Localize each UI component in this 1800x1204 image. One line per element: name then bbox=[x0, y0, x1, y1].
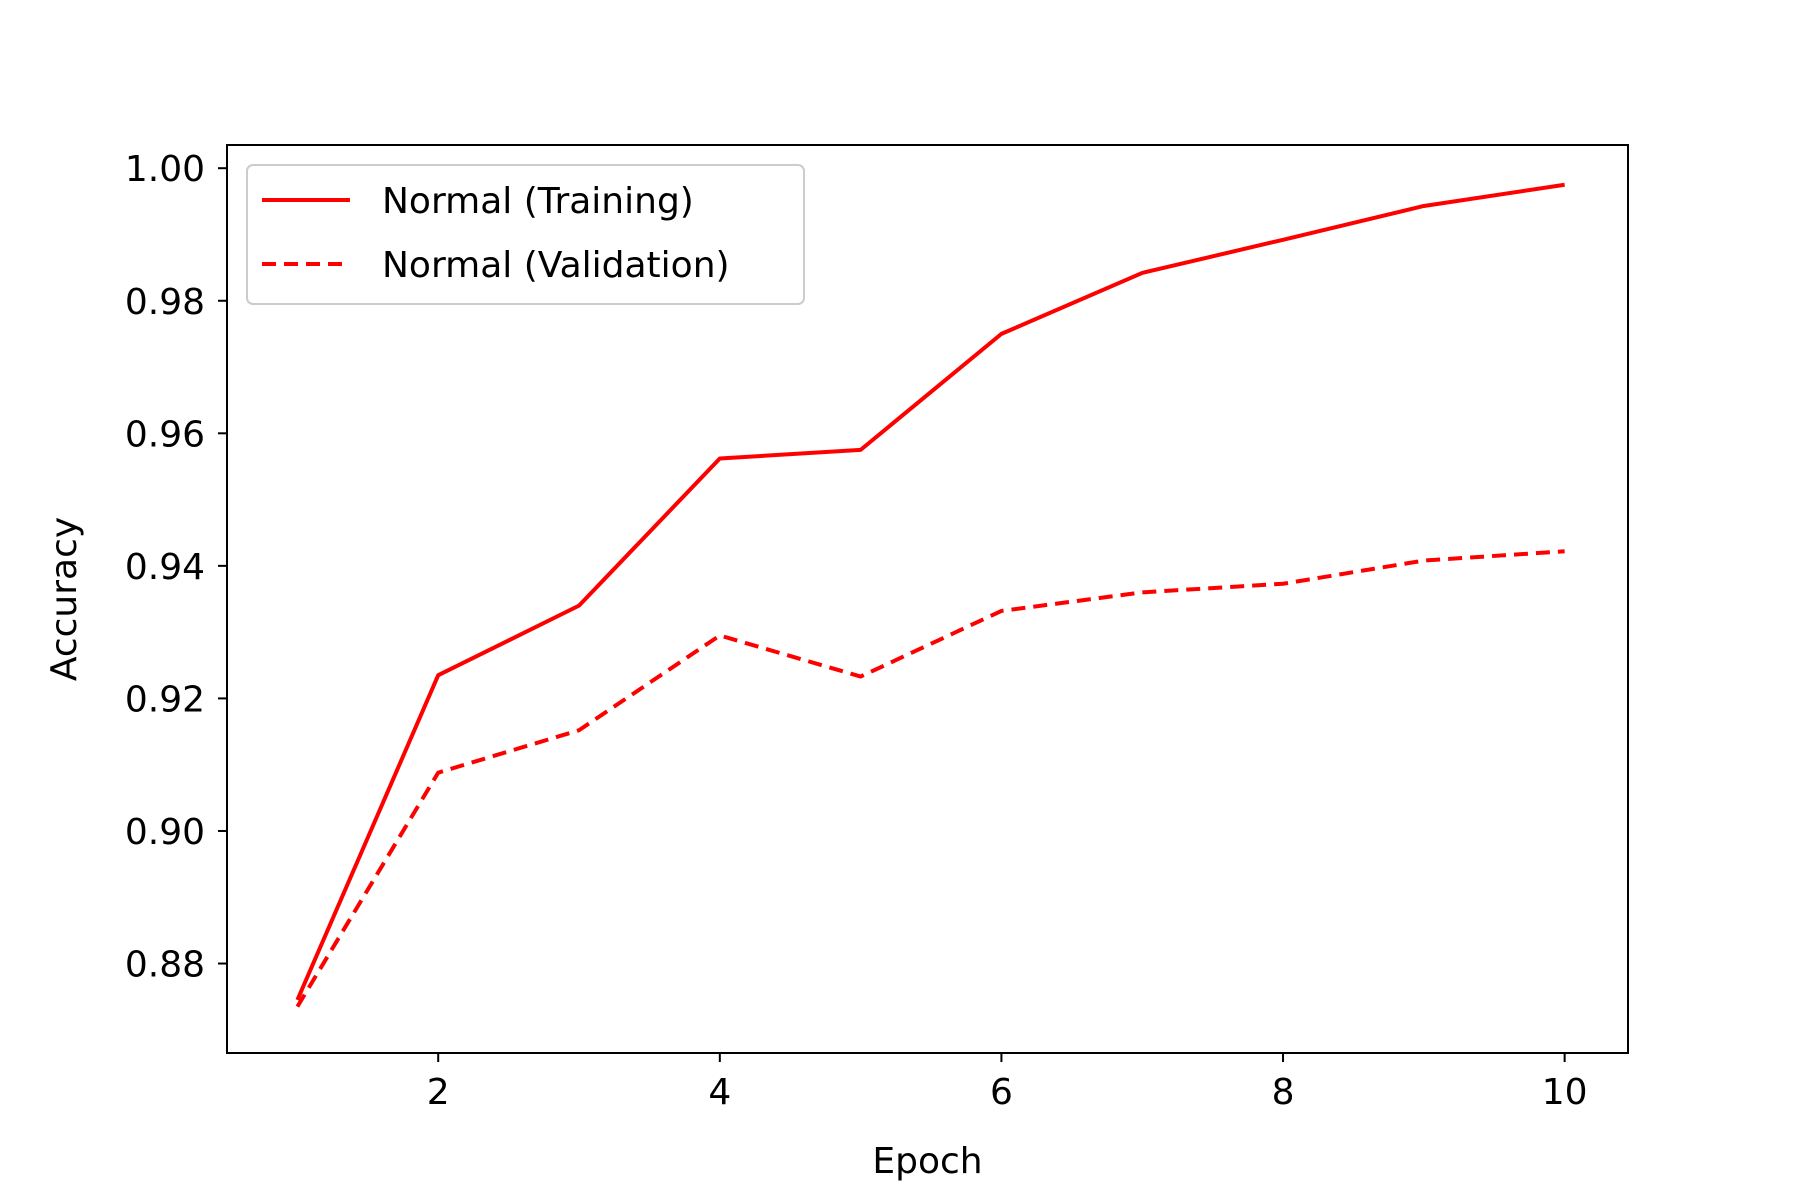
y-tick-label: 0.94 bbox=[125, 547, 205, 588]
y-tick-label: 1.00 bbox=[125, 149, 205, 190]
y-tick-label: 0.92 bbox=[125, 679, 205, 720]
y-tick-label: 0.88 bbox=[125, 945, 205, 986]
x-tick-label: 10 bbox=[1542, 1072, 1588, 1113]
legend-label-validation: Normal (Validation) bbox=[382, 245, 730, 286]
y-tick-label: 0.90 bbox=[125, 812, 205, 853]
x-tick-label: 2 bbox=[427, 1072, 450, 1113]
x-tick-label: 4 bbox=[708, 1072, 731, 1113]
axis-ticks: 2 4 6 8 10 0.88 0.90 0.92 0.94 0.96 0.98 1.00 bbox=[125, 149, 1588, 1113]
plot-frame bbox=[226, 144, 1629, 1054]
legend-box bbox=[246, 164, 805, 305]
x-axis-label: Epoch bbox=[872, 1141, 982, 1182]
series-line-validation bbox=[295, 549, 1565, 1008]
y-axis-label: Accuracy bbox=[44, 517, 85, 681]
y-tick-label: 0.98 bbox=[125, 282, 205, 323]
y-tick-label: 0.96 bbox=[125, 414, 205, 455]
legend-label-training: Normal (Training) bbox=[382, 181, 694, 222]
x-tick-label: 6 bbox=[990, 1072, 1013, 1113]
series-line-training bbox=[295, 182, 1565, 1001]
x-tick-label: 8 bbox=[1272, 1072, 1295, 1113]
legend: Normal (Training) Normal (Validation) bbox=[246, 164, 805, 305]
plot-area bbox=[295, 182, 1565, 1008]
